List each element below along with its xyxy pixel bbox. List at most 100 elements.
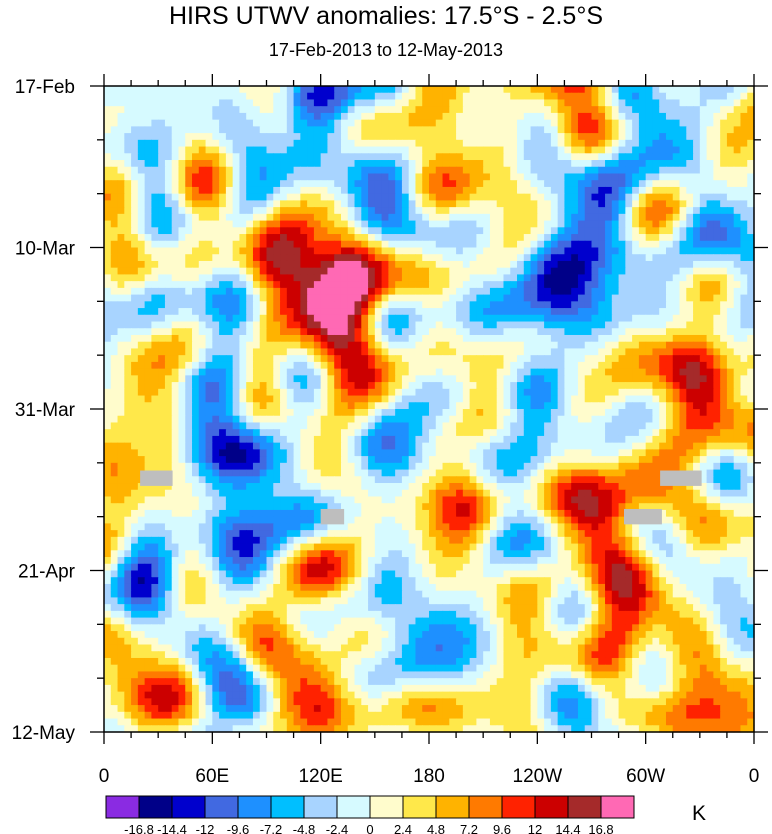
heatmap-cell	[131, 341, 139, 350]
heatmap-cell	[679, 382, 687, 390]
heatmap-cell	[151, 99, 159, 107]
heatmap-cell	[327, 146, 335, 154]
heatmap-cell	[693, 429, 701, 437]
heatmap-cell	[489, 193, 498, 201]
heatmap-cell	[726, 422, 735, 430]
heatmap-cell	[347, 119, 356, 127]
heatmap-cell	[340, 180, 349, 188]
heatmap-cell	[435, 119, 444, 127]
heatmap-cell	[462, 193, 471, 201]
heatmap-cell	[672, 99, 681, 107]
heatmap-cell	[293, 254, 301, 262]
heatmap-cell	[266, 254, 274, 262]
heatmap-cell	[638, 200, 647, 208]
heatmap-cell	[733, 213, 742, 222]
heatmap-cell	[571, 301, 579, 309]
heatmap-cell	[693, 388, 701, 397]
heatmap-cell	[523, 173, 532, 181]
heatmap-cell	[544, 395, 552, 403]
heatmap-cell	[476, 193, 484, 201]
heatmap-cell	[347, 422, 356, 430]
heatmap-cell	[286, 334, 295, 343]
heatmap-cell	[327, 308, 335, 316]
heatmap-cell	[618, 274, 626, 282]
heatmap-cell	[198, 348, 207, 356]
heatmap-cell	[354, 112, 362, 121]
heatmap-cell	[117, 119, 125, 127]
heatmap-cell	[300, 119, 308, 127]
heatmap-cell	[205, 402, 213, 410]
heatmap-cell	[489, 402, 498, 410]
heatmap-cell	[693, 146, 701, 154]
heatmap-cell	[252, 133, 261, 141]
heatmap-cell	[252, 281, 261, 289]
heatmap-cell	[225, 86, 234, 94]
heatmap-cell	[476, 254, 484, 262]
heatmap-cell	[625, 213, 633, 222]
heatmap-cell	[246, 415, 254, 424]
heatmap-cell	[523, 106, 532, 114]
heatmap-cell	[747, 274, 755, 282]
heatmap-cell	[219, 328, 227, 336]
heatmap-cell	[747, 402, 755, 410]
heatmap-cell	[137, 281, 146, 289]
heatmap-cell	[523, 133, 532, 141]
heatmap-cell	[632, 200, 640, 208]
heatmap-cell	[706, 409, 714, 417]
heatmap-cell	[185, 409, 193, 417]
heatmap-cell	[483, 227, 491, 235]
heatmap-cell	[198, 227, 207, 235]
heatmap-cell	[246, 328, 254, 336]
heatmap-cell	[496, 227, 505, 235]
heatmap-cell	[104, 180, 112, 188]
heatmap-cell	[537, 308, 545, 316]
heatmap-cell	[205, 126, 213, 134]
heatmap-cell	[726, 240, 735, 249]
heatmap-cell	[395, 281, 403, 289]
heatmap-cell	[720, 388, 728, 397]
heatmap-cell	[408, 227, 417, 235]
heatmap-cell	[205, 314, 213, 323]
heatmap-cell	[422, 287, 430, 296]
heatmap-cell	[144, 133, 152, 141]
heatmap-cell	[293, 240, 301, 249]
heatmap-cell	[591, 301, 599, 309]
heatmap-cell	[720, 227, 728, 235]
heatmap-cell	[313, 234, 322, 242]
heatmap-cell	[652, 388, 660, 397]
heatmap-cell	[665, 193, 674, 201]
heatmap-cell	[124, 213, 132, 222]
heatmap-cell	[584, 368, 593, 376]
heatmap-cell	[686, 247, 694, 255]
heatmap-cell	[462, 274, 471, 282]
heatmap-cell	[354, 308, 362, 316]
heatmap-cell	[293, 415, 301, 424]
heatmap-cell	[239, 247, 247, 255]
heatmap-cell	[699, 173, 708, 181]
heatmap-cell	[523, 166, 532, 175]
heatmap-cell	[354, 133, 362, 141]
heatmap-cell	[104, 395, 112, 403]
heatmap-cell	[239, 314, 247, 323]
heatmap-cell	[462, 429, 471, 437]
heatmap-cell	[158, 321, 166, 329]
heatmap-cell	[246, 166, 254, 175]
heatmap-cell	[645, 200, 654, 208]
heatmap-cell	[354, 368, 362, 376]
heatmap-cell	[171, 314, 180, 323]
heatmap-cell	[740, 254, 748, 262]
heatmap-cell	[192, 321, 200, 329]
heatmap-cell	[273, 193, 281, 201]
heatmap-cell	[144, 160, 152, 168]
heatmap-cell	[449, 382, 457, 390]
heatmap-cell	[334, 180, 342, 188]
heatmap-cell	[212, 112, 220, 121]
heatmap-cell	[713, 274, 721, 282]
heatmap-cell	[286, 382, 295, 390]
heatmap-cell	[510, 341, 518, 350]
heatmap-cell	[347, 106, 356, 114]
heatmap-cell	[137, 126, 146, 134]
heatmap-cell	[638, 375, 647, 383]
heatmap-cell	[164, 207, 173, 215]
heatmap-cell	[720, 92, 728, 101]
